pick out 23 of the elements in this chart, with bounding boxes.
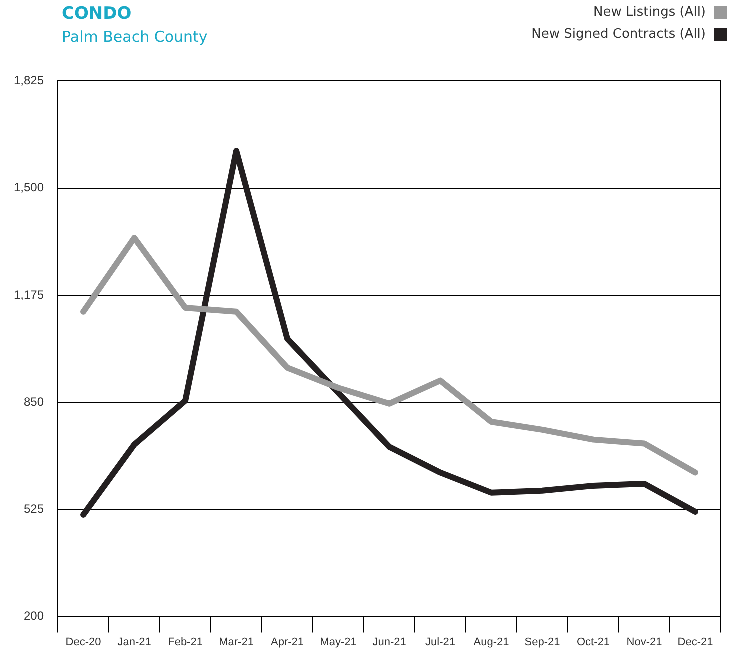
x-tick-label: Apr-21 [271, 636, 304, 648]
chart-subtitle: Palm Beach County [62, 28, 208, 46]
x-tick-label: Mar-21 [219, 636, 254, 648]
x-tick-label: Oct-21 [577, 636, 610, 648]
x-tick-label: Dec-20 [66, 636, 102, 648]
y-tick-label: 1,500 [14, 180, 44, 195]
y-tick-label: 1,825 [14, 74, 44, 88]
x-tick-label: Jul-21 [426, 636, 456, 648]
y-tick-label: 850 [24, 394, 44, 409]
x-tick-label: May-21 [320, 636, 357, 648]
y-tick-label: 1,175 [14, 288, 44, 302]
legend-label: New Signed Contracts (All) [532, 27, 706, 42]
chart-title: CONDO [62, 4, 132, 24]
x-tick-label: Dec-21 [678, 636, 714, 648]
x-tick-label: Feb-21 [168, 636, 203, 648]
x-tick-label: Sep-21 [524, 636, 560, 648]
y-tick-label: 525 [24, 502, 44, 516]
y-tick-label: 200 [24, 609, 44, 624]
x-tick-label: Aug-21 [474, 636, 510, 648]
x-tick-label: Nov-21 [626, 636, 662, 648]
x-tick-label: Jun-21 [372, 636, 406, 648]
x-tick-label: Jan-21 [118, 636, 152, 648]
legend-label: New Listings (All) [594, 5, 706, 20]
